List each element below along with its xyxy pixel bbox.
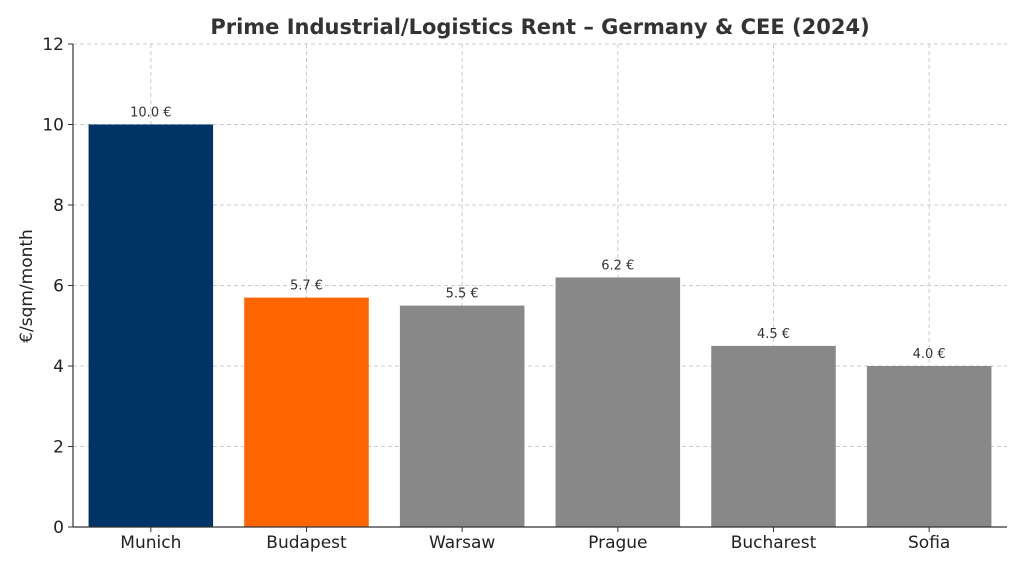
- bar-sofia: [866, 366, 992, 527]
- data-label: 5.7 €: [290, 279, 323, 294]
- x-tick-label: Budapest: [266, 533, 347, 553]
- x-tick-label: Munich: [120, 533, 181, 553]
- x-tick-label: Prague: [588, 533, 647, 553]
- x-tick-label: Sofia: [908, 533, 950, 553]
- chart-title: Prime Industrial/Logistics Rent – German…: [210, 15, 869, 39]
- data-label: 5.5 €: [446, 287, 479, 302]
- data-label: 6.2 €: [601, 258, 634, 273]
- y-axis-ticks: 0 2 4 6 8 10 12: [42, 35, 73, 538]
- x-tick-label: Warsaw: [429, 533, 495, 553]
- y-tick-label: 0: [53, 518, 64, 538]
- y-tick-label: 10: [42, 116, 64, 136]
- data-label: 4.0 €: [913, 347, 946, 362]
- bar-munich: [88, 124, 214, 527]
- bar-budapest: [244, 297, 369, 527]
- y-axis-label: €/sqm/month: [17, 229, 37, 343]
- data-labels: 10.0 € 5.7 € 5.5 € 6.2 € 4.5 € 4.0 €: [130, 106, 946, 363]
- data-label: 4.5 €: [757, 327, 790, 342]
- y-tick-label: 12: [42, 35, 64, 55]
- x-tick-label: Bucharest: [731, 533, 817, 553]
- y-tick-label: 6: [53, 277, 64, 297]
- bar-bucharest: [711, 345, 836, 527]
- x-axis-ticks: Munich Budapest Warsaw Prague Bucharest Sofia: [120, 527, 950, 553]
- y-tick-label: 4: [53, 357, 64, 377]
- bar-prague: [555, 277, 681, 527]
- y-tick-label: 8: [53, 196, 64, 216]
- y-tick-label: 2: [53, 438, 64, 458]
- data-label: 10.0 €: [130, 106, 171, 121]
- bars: [88, 124, 992, 527]
- bar-warsaw: [399, 305, 525, 527]
